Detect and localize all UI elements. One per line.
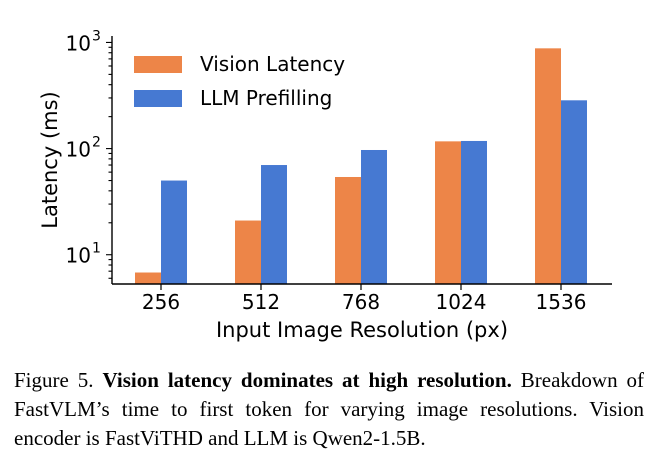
legend: Vision Latency LLM Prefilling <box>134 52 345 110</box>
y-tick-exponent: 3 <box>92 28 101 44</box>
bar-vision-latency-1536 <box>535 48 561 285</box>
y-tick-label: 10 <box>66 244 91 268</box>
y-tick-label: 10 <box>66 138 91 162</box>
bar-vision-latency-1024 <box>435 141 461 284</box>
legend-label: Vision Latency <box>200 52 345 76</box>
x-ticks: 256 512 768 1024 1536 <box>142 284 587 314</box>
x-tick-label: 512 <box>242 290 280 314</box>
caption-text: Breakdown of FastVLM’s time to first tok… <box>14 368 645 450</box>
caption-prefix: Figure 5. <box>14 368 94 392</box>
axes <box>111 36 612 285</box>
caption-bold: Vision latency dominates at high resolut… <box>102 368 512 392</box>
legend-swatch <box>134 90 182 107</box>
x-tick-label: 768 <box>342 290 380 314</box>
bar-group <box>135 48 587 285</box>
bar-llm-prefilling-768 <box>361 149 387 284</box>
bar-llm-prefilling-256 <box>161 180 187 284</box>
bar-vision-latency-768 <box>335 176 361 284</box>
legend-swatch <box>134 56 182 73</box>
bar-vision-latency-512 <box>235 220 261 284</box>
bar-vision-latency-256 <box>135 272 161 284</box>
x-tick-label: 1024 <box>436 290 487 314</box>
y-tick-label: 10 <box>66 31 91 55</box>
legend-label: LLM Prefilling <box>200 86 332 110</box>
figure-caption: Figure 5. Vision latency dominates at hi… <box>14 366 644 453</box>
bar-llm-prefilling-512 <box>261 165 287 284</box>
x-axis-label: Input Image Resolution (px) <box>216 318 508 342</box>
bar-llm-prefilling-1024 <box>461 140 487 284</box>
x-tick-label: 256 <box>142 290 180 314</box>
y-tick-exponent: 2 <box>92 135 101 151</box>
bar-llm-prefilling-1536 <box>561 100 587 284</box>
y-tick-exponent: 1 <box>92 241 101 257</box>
y-axis-label: Latency (ms) <box>38 91 62 228</box>
x-tick-label: 1536 <box>536 290 587 314</box>
